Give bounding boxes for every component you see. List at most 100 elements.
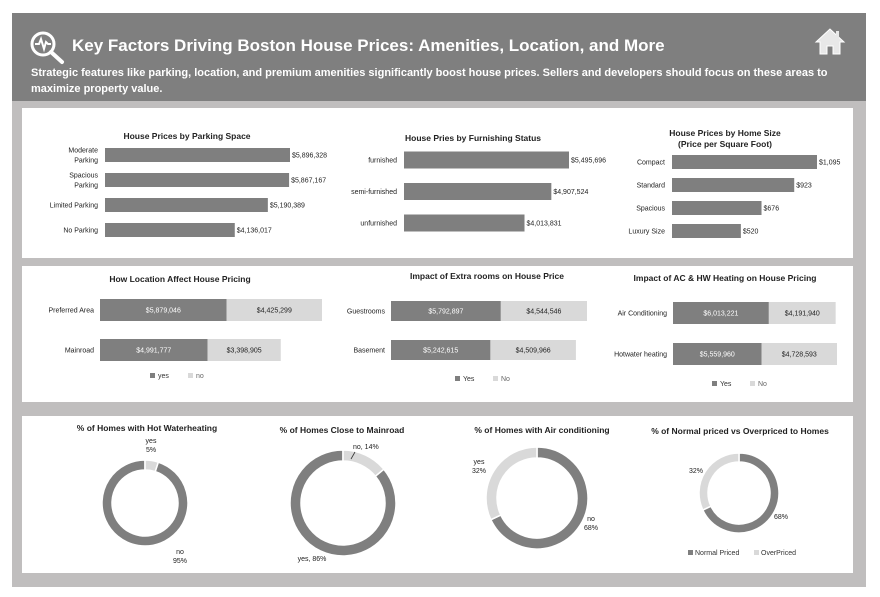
bar <box>105 223 235 237</box>
data-label: $4,425,299 <box>257 308 292 315</box>
data-label: $923 <box>796 183 812 190</box>
panel-donut-charts <box>22 416 853 573</box>
chart-title: % of Normal priced vs Overpriced to Home… <box>651 426 829 436</box>
category-label: Spacious <box>69 173 98 180</box>
bar-segment <box>673 343 762 365</box>
slice-label: yes, 86% <box>298 556 327 563</box>
chart-title: Impact of AC & HW Heating on House Prici… <box>634 273 817 283</box>
donut-slice <box>698 452 740 512</box>
category-label: Parking <box>74 158 98 165</box>
category-label: Spacious <box>636 206 665 213</box>
magnifier-pulse-icon <box>30 31 64 64</box>
data-label: $5,879,046 <box>146 308 181 315</box>
bar-segment <box>100 339 208 361</box>
legend-swatch <box>150 373 155 378</box>
bar <box>672 201 762 215</box>
slice-label: 5% <box>146 447 156 454</box>
bar-segment <box>391 340 491 360</box>
legend-label: No <box>501 376 510 383</box>
chart-aircon: % of Homes with Air conditioning no 68% yes… <box>472 425 610 550</box>
data-label: $5,559,960 <box>700 352 735 359</box>
data-label: $6,013,221 <box>703 311 738 318</box>
chart-parking: House Prices by Parking Space $5,896,328 M… <box>50 131 327 237</box>
data-label: $4,991,777 <box>136 348 171 355</box>
category-label: semi-furnished <box>351 189 397 196</box>
donut-slice <box>342 449 385 478</box>
chart-subtitle: (Price per Square Foot) <box>678 139 772 149</box>
data-label: $520 <box>743 229 759 236</box>
legend-label: yes <box>158 373 169 380</box>
legend-swatch <box>712 381 717 386</box>
bar-segment <box>761 343 837 365</box>
chart-furnishing: House Pries by Furnishing Status $5,495,6… <box>351 133 606 232</box>
chart-location: How Location Affect House Pricing $5,879,… <box>48 274 322 380</box>
data-label: $3,398,905 <box>227 348 262 355</box>
data-label: $4,728,593 <box>782 352 817 359</box>
data-label: $5,792,897 <box>428 309 463 316</box>
bar-segment <box>500 301 587 321</box>
data-label: $5,495,696 <box>571 158 606 165</box>
legend-swatch <box>455 376 460 381</box>
category-label: Hotwater heating <box>614 352 667 359</box>
chart-homesize: House Prices by Home Size(Price per Squa… <box>628 128 841 238</box>
chart-title: Impact of Extra rooms on House Price <box>410 271 564 281</box>
legend-label: Yes <box>463 376 475 383</box>
bar-segment <box>207 339 281 361</box>
legend-swatch <box>688 550 693 555</box>
chart-overpriced: % of Normal priced vs Overpriced to Home… <box>651 426 829 557</box>
bar <box>105 148 290 162</box>
legend-swatch <box>188 373 193 378</box>
bar <box>404 183 552 200</box>
category-label: unfurnished <box>360 221 397 228</box>
bar-segment <box>490 340 576 360</box>
chart-extrarooms: Impact of Extra rooms on House Price $5,7… <box>347 271 587 383</box>
slice-label: 95% <box>173 558 187 565</box>
slice-label: no, 14% <box>353 444 379 451</box>
chart-title: House Pries by Furnishing Status <box>405 133 541 143</box>
category-label: furnished <box>368 158 397 165</box>
dashboard-title: Key Factors Driving Boston House Prices:… <box>72 36 665 55</box>
legend-label: Normal Priced <box>695 550 739 557</box>
legend-label: No <box>758 381 767 388</box>
category-label: Luxury Size <box>628 229 665 236</box>
data-label: $4,544,546 <box>526 309 561 316</box>
data-label: $4,191,940 <box>785 311 820 318</box>
category-label: Air Conditioning <box>618 311 668 318</box>
data-label: $5,242,615 <box>423 348 458 355</box>
legend-swatch <box>493 376 498 381</box>
home-icon[interactable] <box>814 27 846 55</box>
data-label: $5,896,328 <box>292 153 327 160</box>
bar <box>105 173 290 187</box>
data-label: $4,136,017 <box>237 228 272 235</box>
dashboard-header: Key Factors Driving Boston House Prices:… <box>12 13 866 101</box>
category-label: Parking <box>74 183 98 190</box>
chart-title: % of Homes with Hot Waterheating <box>77 423 217 433</box>
donut-slice <box>101 459 189 547</box>
chart-title: How Location Affect House Pricing <box>109 274 250 284</box>
bar <box>105 198 268 212</box>
category-label: Moderate <box>68 148 98 155</box>
category-label: Compact <box>637 160 665 167</box>
donut-slice <box>144 459 160 473</box>
slice-label: yes <box>474 459 485 466</box>
slice-label: 68% <box>584 525 598 532</box>
slice-label: no <box>176 549 184 556</box>
chart-title: House Prices by Parking Space <box>123 131 250 141</box>
category-label: Basement <box>353 348 385 355</box>
category-label: Guestrooms <box>347 309 386 316</box>
bar <box>404 214 525 232</box>
slice-label: no <box>587 516 595 523</box>
bar-segment <box>768 302 836 324</box>
chart-title: % of Homes with Air conditioning <box>474 425 609 435</box>
legend-label: Yes <box>720 381 732 388</box>
slice-label: yes <box>146 438 157 445</box>
donut-slice <box>289 449 397 557</box>
legend-label: no <box>196 373 204 380</box>
panel-stacked-charts <box>22 266 853 402</box>
bar <box>404 151 569 169</box>
chart-mainroad: % of Homes Close to Mainroad yes, 86% no, … <box>280 425 405 563</box>
category-label: Limited Parking <box>50 203 98 210</box>
legend-swatch <box>750 381 755 386</box>
bar <box>672 224 741 238</box>
chart-title: House Prices by Home Size <box>669 128 781 138</box>
